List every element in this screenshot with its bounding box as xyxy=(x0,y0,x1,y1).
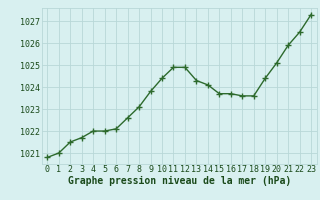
X-axis label: Graphe pression niveau de la mer (hPa): Graphe pression niveau de la mer (hPa) xyxy=(68,176,291,186)
